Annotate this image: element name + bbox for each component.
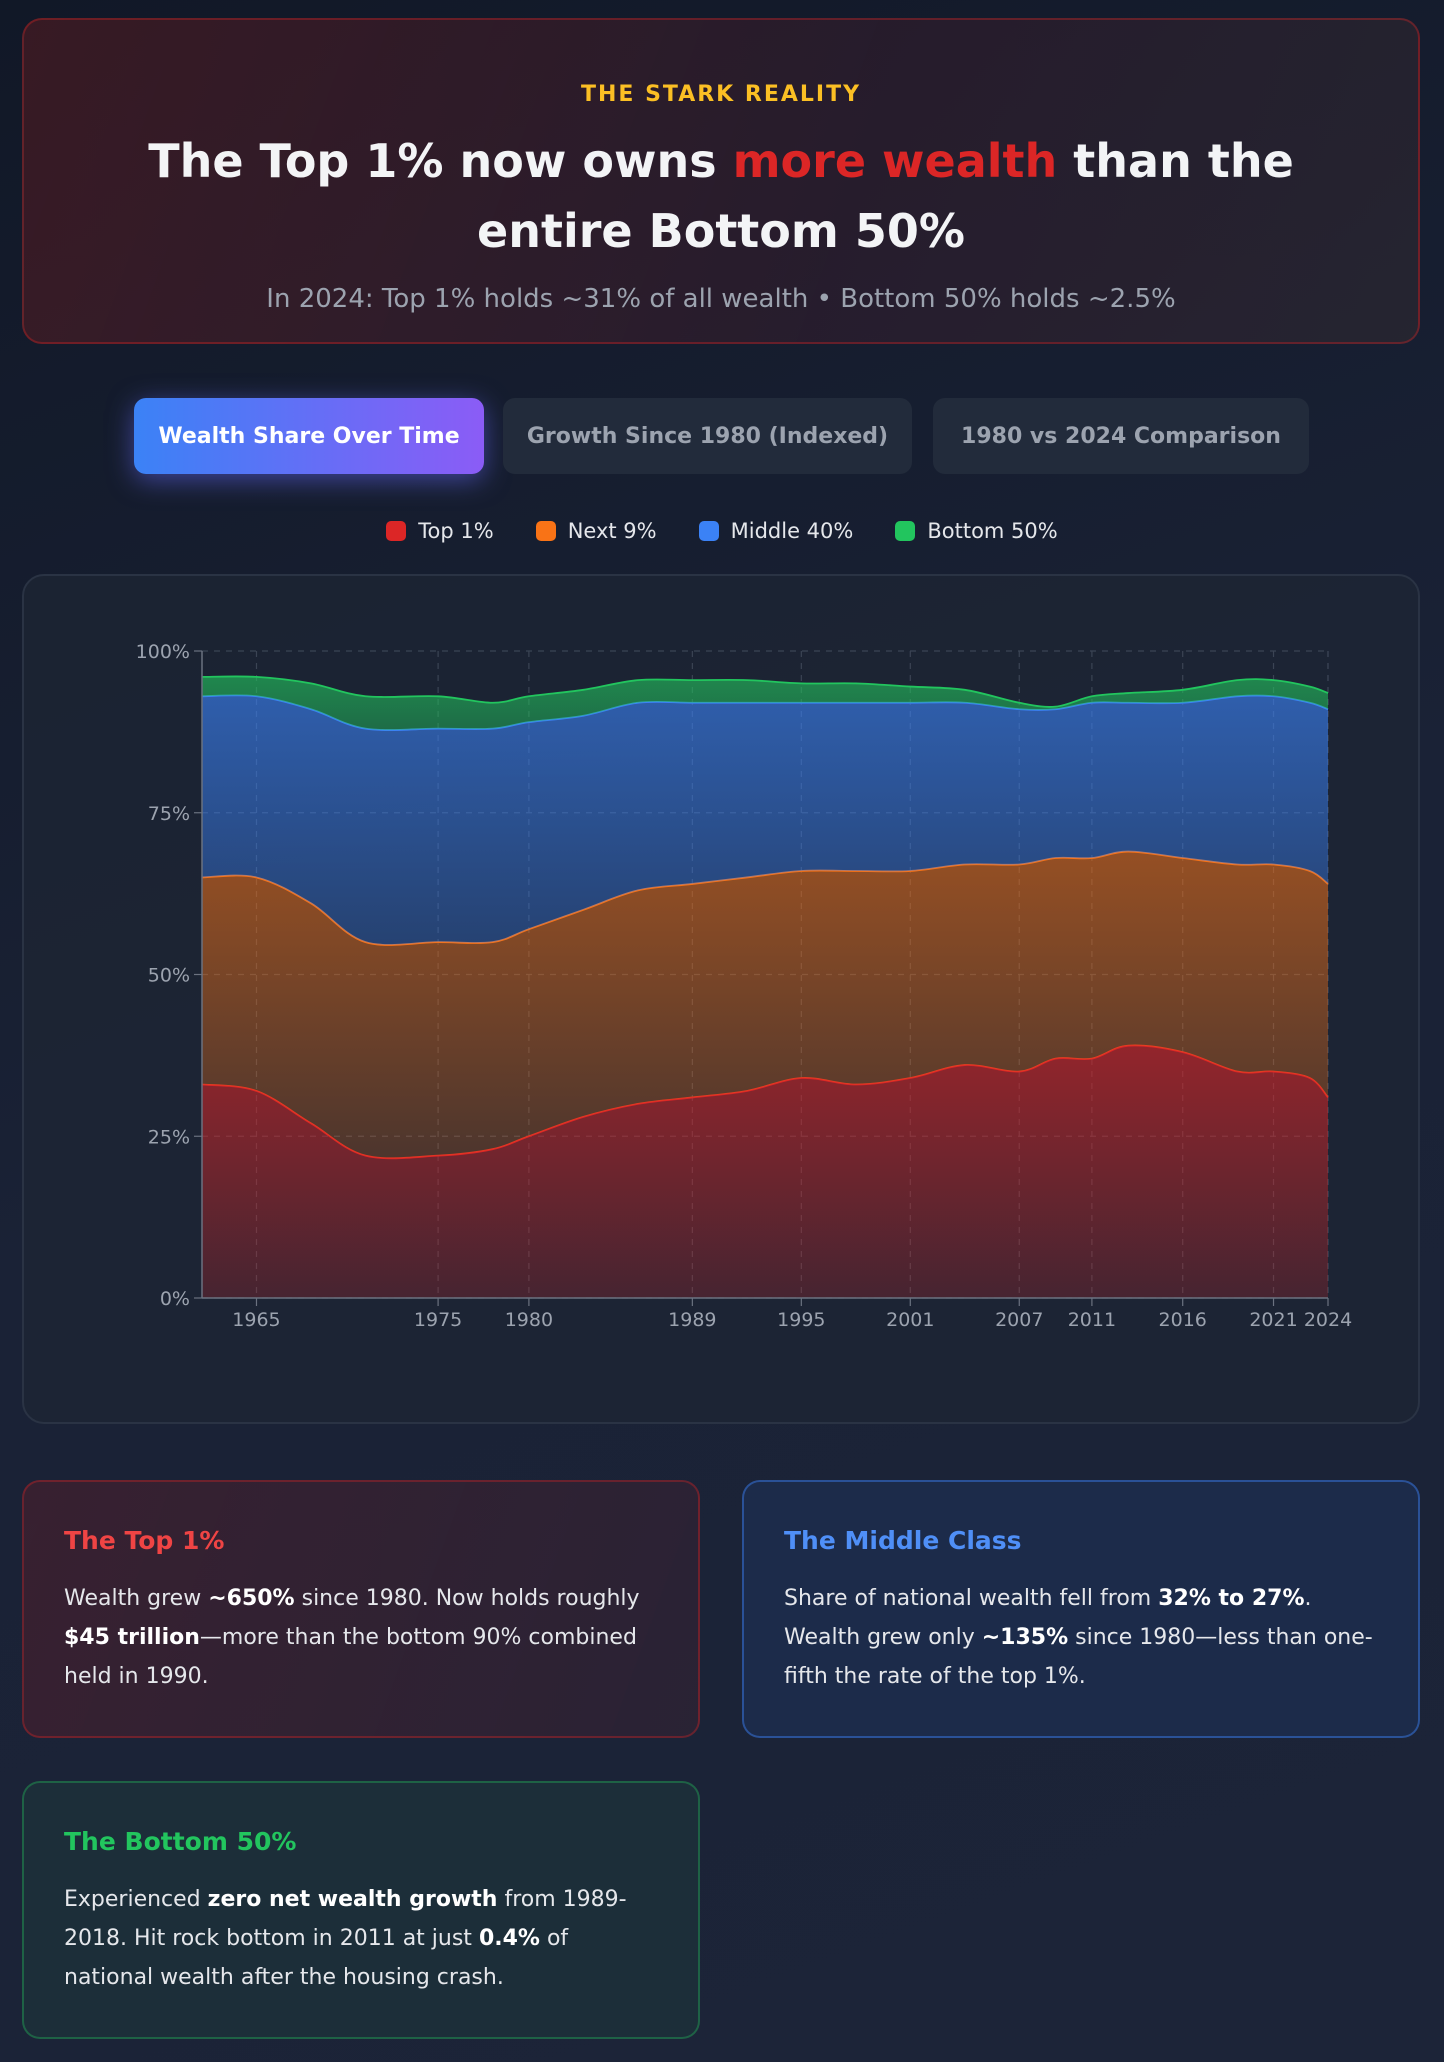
legend-top-1[interactable]: Top 1%: [386, 514, 494, 548]
chart-legend: Top 1% Next 9% Middle 40% Bottom 50%: [0, 514, 1444, 548]
text-segment: Share of national wealth fell from: [784, 1586, 1159, 1611]
text-segment: of national wealth after the housing cra…: [64, 1926, 569, 1990]
hero-subtitle: In 2024: Top 1% holds ~31% of all wealth…: [266, 284, 1176, 314]
card-text-bottom-50: Experienced zero net wealth growth from …: [64, 1880, 658, 1997]
x-tick-label: 2011: [1068, 1309, 1116, 1331]
area-next-9[interactable]: [202, 851, 1328, 1159]
area-top-1[interactable]: [202, 1045, 1328, 1298]
hero-headline: The Top 1% now owns more wealth than the…: [84, 126, 1358, 266]
x-tick-label: 2021: [1249, 1309, 1297, 1331]
legend-bottom-50[interactable]: Bottom 50%: [895, 514, 1058, 548]
headline-highlight: more wealth: [732, 134, 1058, 188]
tab-wealth-share[interactable]: Wealth Share Over Time: [134, 398, 484, 474]
legend-label-middle-40: Middle 40%: [730, 519, 854, 543]
y-tick-label: 25%: [148, 1126, 190, 1148]
card-text-top-1: Wealth grew ~650% since 1980. Now holds …: [64, 1579, 658, 1696]
headline-part-2: than the entire Bottom 50%: [477, 134, 1294, 258]
chart-tabs: Wealth Share Over Time Growth Since 1980…: [0, 398, 1444, 474]
y-tick-label: 0%: [160, 1288, 190, 1310]
hero-eyebrow: THE STARK REALITY: [580, 82, 862, 107]
text-segment: —more than the bottom 90% combined held …: [64, 1625, 637, 1689]
highlight-value: $45 trillion: [64, 1625, 200, 1650]
card-title-top-1: The Top 1%: [64, 1526, 225, 1555]
x-tick-label: 1975: [414, 1309, 462, 1331]
highlight-value: 0.4%: [478, 1926, 540, 1951]
headline-part-1: The Top 1% now owns: [148, 134, 733, 188]
text-segment: Wealth grew: [64, 1586, 209, 1611]
area-bottom-50-line: [201, 675, 1329, 708]
x-tick-label: 2001: [886, 1309, 934, 1331]
insight-card-bottom-50: The Bottom 50% Experienced zero net weal…: [22, 1781, 700, 2039]
x-tick-label: 1995: [777, 1309, 825, 1331]
text-segment: since 1980. Now holds roughly: [294, 1586, 640, 1611]
legend-label-top-1: Top 1%: [418, 519, 494, 543]
y-tick-label: 75%: [148, 803, 190, 825]
insight-card-middle-class: The Middle Class Share of national wealt…: [742, 1480, 1420, 1738]
legend-swatch-top-1: [386, 521, 407, 541]
insight-card-top-1: The Top 1% Wealth grew ~650% since 1980.…: [22, 1480, 700, 1738]
x-tick-label: 2016: [1159, 1309, 1207, 1331]
x-tick-label: 2024: [1304, 1309, 1352, 1331]
y-tick-label: 50%: [148, 965, 190, 987]
legend-middle-40[interactable]: Middle 40%: [698, 514, 854, 548]
legend-next-9[interactable]: Next 9%: [535, 514, 657, 548]
text-segment: since 1980—less than one-fifth the rate …: [784, 1625, 1373, 1689]
highlight-value: ~650%: [208, 1586, 295, 1611]
card-text-middle-class: Share of national wealth fell from 32% t…: [784, 1579, 1378, 1696]
tab-comparison[interactable]: 1980 vs 2024 Comparison: [933, 398, 1309, 474]
legend-label-next-9: Next 9%: [567, 519, 657, 543]
x-tick-label: 2007: [995, 1309, 1043, 1331]
area-middle-40[interactable]: [202, 695, 1328, 946]
chart-areas: [201, 675, 1329, 1298]
highlight-value: ~135%: [981, 1625, 1069, 1650]
text-segment: Experienced: [64, 1887, 208, 1912]
y-tick-label: 100%: [136, 641, 190, 663]
legend-swatch-middle-40: [698, 521, 719, 541]
text-segment: . Wealth grew only: [784, 1586, 1312, 1650]
card-title-middle-class: The Middle Class: [784, 1526, 1022, 1555]
chart-card: 0% 25% 50% 75% 100% 1965 1975 1980 1989 1995 2001 2…: [22, 574, 1420, 1424]
tab-growth-indexed[interactable]: Growth Since 1980 (Indexed): [503, 398, 912, 474]
stacked-area-chart: 0% 25% 50% 75% 100% 1965 1975 1980 1989 1995 2001 2…: [136, 641, 1353, 1331]
legend-swatch-next-9: [535, 521, 556, 541]
highlight-value: 32% to 27%: [1158, 1586, 1305, 1611]
highlight-value: zero net wealth growth: [207, 1887, 498, 1912]
legend-label-bottom-50: Bottom 50%: [927, 519, 1058, 543]
hero-banner: THE STARK REALITY The Top 1% now owns mo…: [22, 18, 1420, 344]
x-tick-label: 1980: [505, 1309, 553, 1331]
x-tick-label: 1965: [232, 1309, 280, 1331]
area-next-9-line: [201, 850, 1329, 946]
legend-swatch-bottom-50: [895, 521, 916, 541]
x-tick-label: 1989: [668, 1309, 716, 1331]
card-title-bottom-50: The Bottom 50%: [64, 1827, 297, 1856]
text-segment: from 1989-2018. Hit rock bottom in 2011 …: [64, 1887, 627, 1951]
chart-axes: 0% 25% 50% 75% 100% 1965 1975 1980 1989 1995 2001 2…: [136, 641, 1353, 1331]
area-bottom-50[interactable]: [202, 676, 1328, 731]
